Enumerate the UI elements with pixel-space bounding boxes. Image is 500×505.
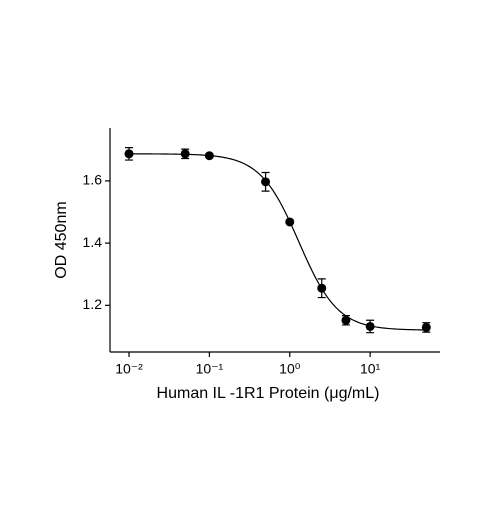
data-point xyxy=(421,322,431,332)
data-point xyxy=(285,217,295,227)
y-tick-label: 1.6 xyxy=(83,172,103,188)
data-point xyxy=(204,151,214,161)
x-tick-label: 10⁰ xyxy=(279,361,301,377)
x-tick-label: 10⁻² xyxy=(115,361,143,377)
fit-curve xyxy=(129,153,427,331)
data-point xyxy=(180,149,190,159)
x-axis-label: Human IL -1R1 Protein (μg/mL) xyxy=(157,385,380,402)
y-axis-label: OD 450nm xyxy=(53,201,70,278)
x-tick-label: 10¹ xyxy=(360,361,381,377)
data-point xyxy=(365,321,375,331)
x-tick-label: 10⁻¹ xyxy=(196,361,224,377)
data-point xyxy=(124,149,134,159)
y-tick-label: 1.2 xyxy=(83,296,103,312)
data-point xyxy=(317,283,327,293)
data-point xyxy=(261,177,271,187)
data-point xyxy=(341,315,351,325)
y-tick-label: 1.4 xyxy=(83,234,103,250)
